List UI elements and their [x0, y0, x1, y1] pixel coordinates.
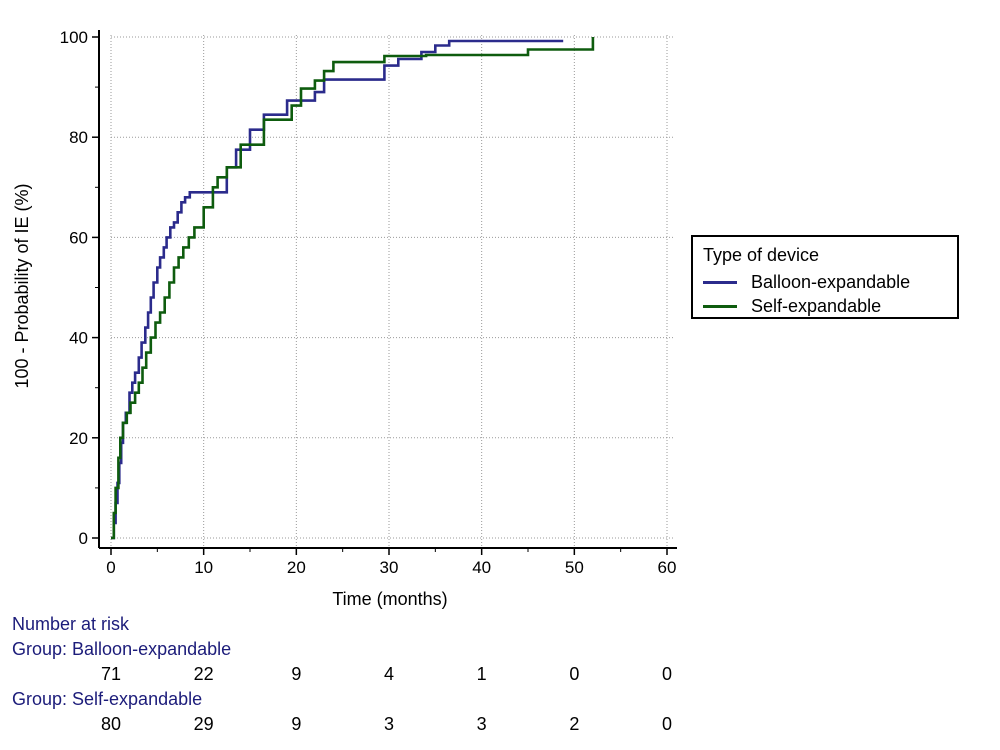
risk-count-self-40: 3 — [476, 714, 487, 734]
survival-curves — [111, 37, 595, 540]
risk-count-balloon-20: 9 — [291, 664, 302, 684]
axes: 0 20 40 60 80 100 0 10 20 30 40 50 60 — [60, 28, 677, 577]
risk-count-balloon-0: 71 — [100, 664, 122, 684]
legend-label-balloon: Balloon-expandable — [751, 271, 911, 292]
risk-count-balloon-60: 0 — [661, 664, 672, 684]
y-axis-title: 100 - Probability of IE (%) — [12, 183, 32, 388]
risk-count-balloon-40: 1 — [476, 664, 487, 684]
series-line-balloon — [111, 39, 564, 540]
risk-count-self-50: 2 — [569, 714, 580, 734]
series-line-self — [111, 37, 595, 540]
x-tick-label-40: 40 — [472, 558, 491, 577]
legend-label-self: Self-expandable — [751, 295, 882, 316]
legend-title: Type of device — [703, 245, 820, 265]
legend: Type of device Balloon-expandable Self-e… — [691, 235, 959, 319]
risk-count-self-30: 3 — [383, 714, 394, 734]
risk-table-heading: Number at risk — [12, 614, 130, 634]
km-chart: 0 20 40 60 80 100 0 10 20 30 40 50 60 100 - Probabil… — [12, 28, 677, 609]
x-tick-label-50: 50 — [565, 558, 584, 577]
y-tick-label-60: 60 — [69, 228, 88, 247]
y-tick-label-80: 80 — [69, 128, 88, 147]
legend-item-self: Self-expandable — [703, 295, 881, 317]
x-tick-label-0: 0 — [106, 558, 115, 577]
x-tick-label-20: 20 — [287, 558, 306, 577]
risk-count-self-60: 0 — [661, 714, 672, 734]
risk-count-self-0: 80 — [100, 714, 122, 734]
x-tick-label-30: 30 — [380, 558, 399, 577]
x-axis-title: Time (months) — [332, 589, 447, 609]
grid-lines — [110, 35, 675, 546]
risk-group-label-self: Group: Self-expandable — [12, 689, 203, 709]
x-tick-label-60: 60 — [658, 558, 677, 577]
x-tick-label-10: 10 — [194, 558, 213, 577]
y-tick-label-0: 0 — [79, 529, 88, 548]
legend-swatch-self — [703, 304, 737, 308]
legend-item-balloon: Balloon-expandable — [703, 271, 910, 293]
risk-count-self-10: 29 — [193, 714, 214, 734]
legend-swatch-balloon — [703, 280, 737, 284]
y-tick-label-20: 20 — [69, 429, 88, 448]
risk-count-balloon-50: 0 — [569, 664, 580, 684]
risk-count-balloon-30: 4 — [383, 664, 394, 684]
y-tick-label-40: 40 — [69, 329, 88, 348]
y-tick-label-100: 100 — [60, 28, 88, 47]
risk-group-label-balloon: Group: Balloon-expandable — [12, 639, 232, 659]
risk-count-balloon-10: 22 — [193, 664, 214, 684]
risk-count-self-20: 9 — [291, 714, 302, 734]
